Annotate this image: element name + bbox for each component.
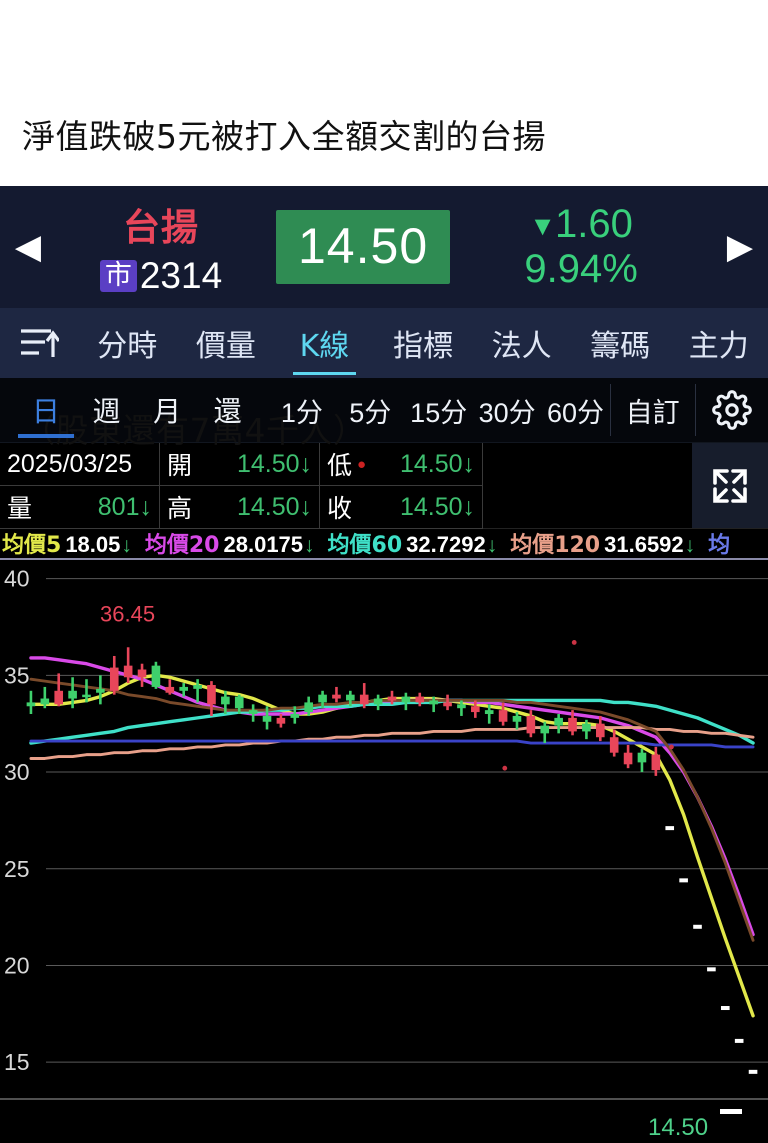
ohlc-low-label: 低 (327, 451, 353, 480)
ohlc-close-label: 收 (327, 494, 353, 523)
ma120-label: 均價120 (510, 533, 601, 557)
tab-fenshi[interactable]: 分時 (97, 329, 158, 364)
ma60-value: 32.7292 (406, 532, 486, 557)
ohlc-open-label: 開 (167, 451, 193, 480)
ma120-arrow: ↓ (684, 534, 696, 557)
stock-code: 2314 (139, 255, 223, 296)
caption-line-3: （股東還有7萬4千人） (22, 411, 367, 450)
period-adjusted[interactable]: 還 (213, 395, 242, 428)
stock-identity: 台揚 市 2314 (56, 197, 266, 297)
chart-gridlines (0, 558, 768, 1100)
ohlc-high-label: 高 (167, 494, 193, 523)
tab-kline[interactable]: K線 (275, 308, 374, 378)
chart-axis-labels: 40 35 30 25 20 15 (4, 566, 30, 1076)
ohlc-high-arrow: ↓ (299, 492, 313, 521)
price-change: 1.60 (555, 202, 633, 247)
period-month[interactable]: 月 (153, 395, 182, 428)
svg-text:30: 30 (4, 759, 30, 785)
svg-text:14.50: 14.50 (648, 1114, 708, 1141)
current-price: 14.50 (276, 210, 451, 284)
ohlc-high: 高 14.50 ↓ (160, 486, 320, 529)
ohlc-low-value: 14.50 (399, 449, 463, 478)
previous-stock-arrow-icon[interactable]: ◀ (14, 228, 42, 266)
caption-line-1: 淨值跌破5元被打入全額交割的台揚 (22, 117, 546, 156)
period-1min[interactable]: 1分 (280, 397, 323, 428)
tab-faren[interactable]: 法人 (491, 329, 552, 364)
chart-candles (26, 647, 758, 1074)
change-direction-icon: ▼ (529, 211, 556, 242)
list-up-icon[interactable] (0, 308, 78, 378)
svg-text:15: 15 (4, 1049, 30, 1075)
ma20-arrow: ↓ (304, 534, 315, 557)
market-badge: 市 (99, 260, 137, 292)
ma20-label: 均價20 (144, 533, 220, 557)
ma20-value: 28.0175 (223, 532, 304, 557)
period-day[interactable]: 日 (16, 378, 77, 442)
divider (694, 384, 696, 436)
limit-dot-icon: ● (357, 455, 367, 473)
tab-zhuli[interactable]: 主力 (688, 329, 749, 364)
main-tab-bar: 分時 價量 K線 指標 法人 籌碼 主力 (0, 308, 768, 378)
ohlc-volume-label: 量 (7, 494, 33, 523)
ma60-label: 均價60 (327, 533, 403, 557)
ma5-value: 18.05 (65, 532, 121, 557)
svg-text:20: 20 (4, 952, 30, 978)
ma-legend-item-truncated: 均 (708, 529, 730, 557)
period-selector-bar: 日 週 月 還 1分 5分 15分 30分 60分 自訂 (0, 378, 768, 443)
ohlc-date-value: 2025/03/25 (7, 449, 133, 478)
svg-text:25: 25 (4, 856, 30, 882)
svg-text:35: 35 (4, 662, 30, 688)
ma-legend-item: 均價20 28.0175 ↓ (145, 529, 315, 557)
quote-header: ◀ 台揚 市 2314 14.50 ▼1.60 9.94% ▶ (0, 186, 768, 308)
ohlc-volume: 量 801 ↓ (0, 486, 160, 529)
chart-canvas[interactable]: 40 35 30 25 20 15 36.45 14.50 (0, 557, 768, 1143)
kline-chart[interactable]: 40 35 30 25 20 15 36.45 14.50 (0, 557, 768, 1143)
ma-legend-item: 均價120 31.6592 ↓ (510, 529, 695, 557)
ohlc-high-value: 14.50 (236, 492, 300, 521)
expand-fullscreen-icon[interactable] (692, 443, 768, 528)
price-change-percent: 9.94% (524, 247, 638, 291)
ohlc-date: 2025/03/25 (0, 443, 160, 486)
ohlc-volume-value: 801 (97, 492, 140, 521)
ohlc-close-arrow: ↓ (462, 492, 476, 521)
ma120-value: 31.6592 (604, 532, 684, 557)
ma5-arrow: ↓ (121, 534, 132, 557)
ma5-label: 均價5 (2, 533, 62, 557)
ma60-arrow: ↓ (486, 534, 498, 557)
period-custom-button[interactable]: 自訂 (625, 397, 680, 429)
chart-ma-lines (29, 656, 755, 1018)
tab-zhibiao[interactable]: 指標 (393, 329, 454, 364)
period-15min[interactable]: 15分 (410, 397, 468, 428)
ma-legend-item: 均價5 18.05 ↓ (2, 529, 132, 557)
svg-text:36.45: 36.45 (100, 601, 155, 626)
next-stock-arrow-icon[interactable]: ▶ (726, 228, 754, 266)
ohlc-close-value: 14.50 (399, 492, 463, 521)
stock-name: 台揚 (123, 206, 199, 249)
ma240-label: 均 (708, 533, 731, 557)
ohlc-low: 低 ● 14.50 ↓ (320, 443, 483, 486)
ohlc-open-value: 14.50 (236, 449, 300, 478)
post-caption: 淨值跌破5元被打入全額交割的台揚 今天是第七根跌停了 阿彌陀佛🙏🙏 （股東還有7… (0, 0, 768, 450)
price-change-block: ▼1.60 9.94% (450, 202, 712, 292)
ohlc-open: 開 14.50 ↓ (160, 443, 320, 486)
divider (609, 384, 611, 436)
chart-annotations: 36.45 14.50 (100, 601, 742, 1141)
ohlc-info-table: 2025/03/25 開 14.50 ↓ 低 ● 14.50 ↓ 量 801 ↓… (0, 443, 768, 529)
period-30min[interactable]: 30分 (478, 397, 536, 428)
svg-text:40: 40 (4, 566, 30, 592)
ohlc-low-arrow: ↓ (462, 449, 476, 478)
moving-average-legend: 均價5 18.05 ↓ 均價20 28.0175 ↓ 均價60 32.7292 … (0, 529, 768, 557)
ohlc-close: 收 14.50 ↓ (320, 486, 483, 529)
ma-legend-item: 均價60 32.7292 ↓ (328, 529, 498, 557)
period-week[interactable]: 週 (92, 395, 121, 428)
gear-icon[interactable] (696, 378, 768, 442)
ohlc-open-arrow: ↓ (299, 449, 313, 478)
period-60min[interactable]: 60分 (546, 397, 604, 428)
ohlc-volume-arrow: ↓ (139, 492, 153, 521)
tab-chouma[interactable]: 籌碼 (590, 329, 651, 364)
period-5min[interactable]: 5分 (349, 397, 392, 428)
tab-jialiang[interactable]: 價量 (195, 329, 256, 364)
